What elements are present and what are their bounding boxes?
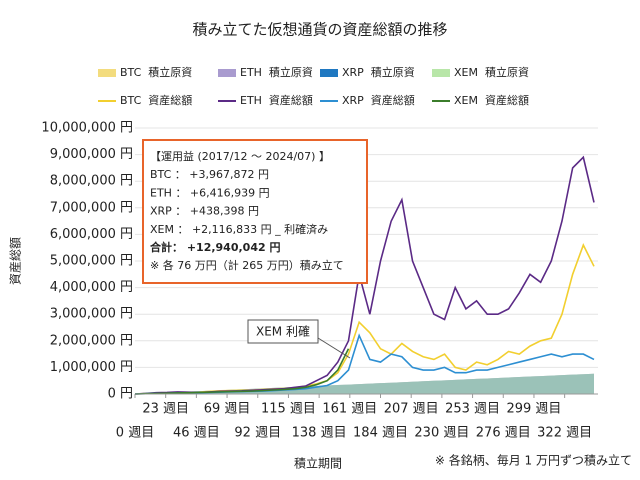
legend-swatch (98, 69, 116, 77)
legend-label: XEM 積立原資 (454, 65, 529, 79)
x-tick-label: 276 週目 (476, 426, 531, 441)
annotation-line: ETH ： +6,416,939 円 (150, 186, 270, 199)
legend-swatch (218, 69, 236, 77)
callout-box (247, 319, 319, 344)
y-tick-label: 7,000,000 円 (50, 200, 133, 215)
x-tick-label: 207 週目 (384, 402, 439, 417)
annotation-line: XEM ： +2,116,833 円 _ 利確済み (150, 222, 328, 236)
y-tick-label: 5,000,000 円 (50, 254, 133, 269)
y-tick-label: 10,000,000 円 (41, 121, 133, 136)
legend-label: XEM 資産総額 (454, 93, 529, 107)
chart-title: 積み立てた仮想通貨の資産総額の推移 (192, 21, 447, 39)
x-axis-label: 積立期間 (294, 456, 342, 471)
x-tick-label: 69 週目 (204, 402, 251, 417)
y-tick-label: 4,000,000 円 (50, 280, 133, 295)
y-axis-label: 資産総額 (8, 237, 23, 285)
annotation-box (142, 139, 368, 284)
y-tick-label: 0 円 (108, 387, 133, 402)
y-tick-label: 9,000,000 円 (50, 147, 133, 162)
x-tick-label: 253 週目 (445, 402, 500, 417)
annotation-line: 合計： +12,940,042 円 (150, 240, 280, 254)
x-tick-label: 161 週目 (322, 402, 377, 417)
legend-label: ETH 積立原資 (240, 65, 313, 79)
y-tick-label: 6,000,000 円 (50, 227, 133, 242)
legend-label: ETH 資産総額 (240, 93, 313, 107)
y-tick-label: 2,000,000 円 (50, 333, 133, 348)
legend-label: XRP 積立原資 (342, 65, 415, 79)
x-tick-label: 0 週目 (116, 426, 154, 441)
x-tick-label: 322 週目 (537, 426, 592, 441)
x-tick-label: 184 週目 (353, 426, 408, 441)
x-tick-label: 138 週目 (292, 426, 347, 441)
callout-pointer (317, 337, 351, 359)
y-tick-label: 8,000,000 円 (50, 174, 133, 189)
area (135, 373, 594, 394)
x-tick-label: 23 週目 (142, 402, 189, 417)
footnote: ※ 各銘柄、毎月 1 万円ずつ積み立て (435, 453, 632, 468)
annotation-line: 【運用益 (2017/12 ～ 2024/07) 】 (150, 149, 330, 163)
callout-text: XEM 利確 (256, 324, 310, 339)
y-tick-label: 3,000,000 円 (50, 307, 133, 322)
area (135, 373, 594, 394)
x-tick-label: 230 週目 (414, 426, 469, 441)
annotation-line: XRP ： +438,398 円 (150, 205, 259, 218)
y-tick-label: 1,000,000 円 (50, 360, 133, 375)
legend-label: BTC 資産総額 (120, 93, 192, 107)
area (135, 373, 594, 394)
x-tick-label: 46 週目 (173, 426, 220, 441)
line (134, 348, 350, 395)
annotation-line: ※ 各 76 万円（計 265 万円）積み立て (150, 258, 344, 272)
x-tick-label: 299 週目 (506, 402, 561, 417)
legend-swatch (320, 69, 338, 77)
legend-label: XRP 資産総額 (342, 93, 415, 107)
annotation-line: BTC ： +3,967,872 円 (150, 168, 269, 181)
area (135, 373, 594, 394)
x-tick-label: 92 週目 (234, 426, 281, 441)
x-tick-label: 115 週目 (261, 402, 316, 417)
legend-label: BTC 積立原資 (120, 65, 192, 79)
legend-swatch (432, 69, 450, 77)
